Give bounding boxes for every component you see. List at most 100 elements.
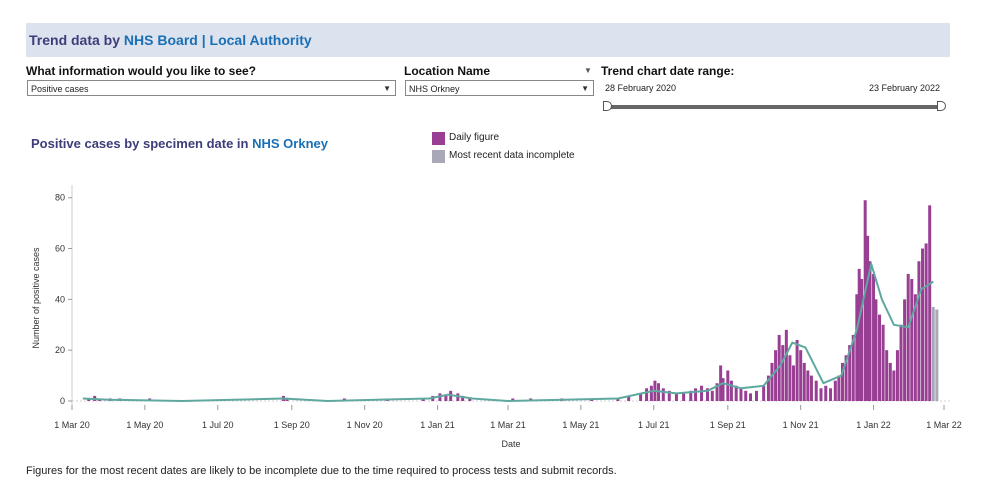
bar-daily <box>285 398 289 401</box>
header-band <box>26 23 950 57</box>
location-select-value: NHS Orkney <box>409 84 460 94</box>
x-tick-label: 1 Jan 22 <box>856 420 891 430</box>
bar-daily <box>899 324 903 401</box>
bar-incomplete <box>931 306 935 401</box>
x-tick-label: 1 Jan 21 <box>420 420 455 430</box>
bar-daily <box>627 395 631 401</box>
bar-daily <box>710 390 714 401</box>
x-tick-label: 1 Jul 21 <box>638 420 670 430</box>
bar-daily <box>770 362 774 401</box>
bar-daily <box>924 243 928 401</box>
bar-daily <box>863 200 867 401</box>
location-sort-icon[interactable]: ▼ <box>584 66 592 75</box>
bar-daily <box>468 398 472 401</box>
footnote: Figures for the most recent dates are li… <box>26 465 617 477</box>
bar-daily <box>461 395 465 401</box>
location-label: Location Name <box>404 64 491 78</box>
x-tick-label: 1 Mar 20 <box>54 420 90 430</box>
bar-daily <box>788 355 792 401</box>
bar-daily <box>719 365 723 401</box>
bar-daily <box>888 362 892 401</box>
x-tick-label: 1 May 21 <box>562 420 599 430</box>
bar-daily <box>661 388 665 401</box>
bar-daily <box>749 393 753 401</box>
bar-daily <box>892 370 896 401</box>
x-tick-label: 1 Mar 22 <box>926 420 962 430</box>
bar-daily <box>860 279 864 401</box>
chevron-down-icon: ▼ <box>383 84 391 93</box>
x-tick-label: 1 Mar 21 <box>490 420 526 430</box>
bar-daily <box>903 299 907 401</box>
local-authority-link[interactable]: Local Authority <box>209 32 312 48</box>
legend-swatch-incomplete <box>432 150 445 163</box>
bar-daily <box>616 398 620 401</box>
nhs-board-link[interactable]: NHS Board <box>123 32 198 48</box>
bar-daily <box>766 375 770 401</box>
bar-daily <box>639 393 643 401</box>
bar-daily <box>802 362 806 401</box>
bar-daily <box>682 393 686 401</box>
title-prefix: Trend data by <box>29 32 121 48</box>
bar-daily <box>700 385 704 401</box>
y-axis-title: Number of positive cases <box>31 247 41 349</box>
bar-daily <box>895 350 899 401</box>
y-tick-label: 80 <box>55 193 65 203</box>
x-tick-label: 1 Sep 20 <box>274 420 310 430</box>
bar-daily <box>885 350 889 401</box>
range-end-date: 23 February 2022 <box>869 83 941 93</box>
bar-daily <box>799 350 803 401</box>
range-label: Trend chart date range: <box>601 64 735 78</box>
location-select[interactable]: NHS Orkney ▼ <box>405 80 594 96</box>
bar-daily <box>734 385 738 401</box>
bar-daily <box>855 294 859 401</box>
bar-daily <box>928 205 932 401</box>
bar-daily <box>729 380 733 401</box>
chart-title: Positive cases by specimen date in NHS O… <box>31 136 328 151</box>
bar-daily <box>913 294 917 401</box>
y-tick-label: 60 <box>55 244 65 254</box>
bar-daily <box>868 261 872 401</box>
legend-swatch-daily <box>432 132 445 145</box>
bar-daily <box>444 395 448 401</box>
bar-daily <box>878 314 882 401</box>
title-separator: | <box>201 32 206 48</box>
legend-label-incomplete: Most recent data incomplete <box>449 150 575 161</box>
bar-daily <box>881 324 885 401</box>
bar-daily <box>872 273 876 401</box>
bar-daily <box>806 370 810 401</box>
bar-daily <box>819 388 823 401</box>
bar-daily <box>874 299 878 401</box>
x-axis-title: Date <box>501 439 520 449</box>
bar-daily <box>848 345 852 401</box>
bar-daily <box>726 370 730 401</box>
info-select[interactable]: Positive cases ▼ <box>27 80 396 96</box>
bar-daily <box>851 334 855 401</box>
chevron-down-icon: ▼ <box>581 84 589 93</box>
x-tick-label: 1 Jul 20 <box>202 420 234 430</box>
legend-label-daily: Daily figure <box>449 132 500 143</box>
date-range-slider-track[interactable] <box>607 105 943 109</box>
bar-daily <box>706 388 710 401</box>
bar-daily <box>837 375 841 401</box>
bar-daily <box>809 375 813 401</box>
bar-daily <box>781 345 785 401</box>
bar-daily <box>906 273 910 401</box>
y-tick-label: 20 <box>55 345 65 355</box>
range-end-handle[interactable] <box>937 101 946 111</box>
bar-daily <box>739 388 743 401</box>
bar-daily <box>667 390 671 401</box>
bar-daily <box>910 279 914 401</box>
bar-daily <box>694 388 698 401</box>
x-tick-label: 1 Nov 21 <box>783 420 819 430</box>
range-start-handle[interactable] <box>603 101 612 111</box>
bar-daily <box>824 385 828 401</box>
bar-daily <box>833 380 837 401</box>
bar-daily <box>762 385 766 401</box>
bar-daily <box>784 329 788 401</box>
bar-daily <box>715 383 719 401</box>
bar-daily <box>795 340 799 401</box>
bar-daily <box>814 380 818 401</box>
bar-daily <box>840 362 844 401</box>
info-label: What information would you like to see? <box>26 64 257 78</box>
